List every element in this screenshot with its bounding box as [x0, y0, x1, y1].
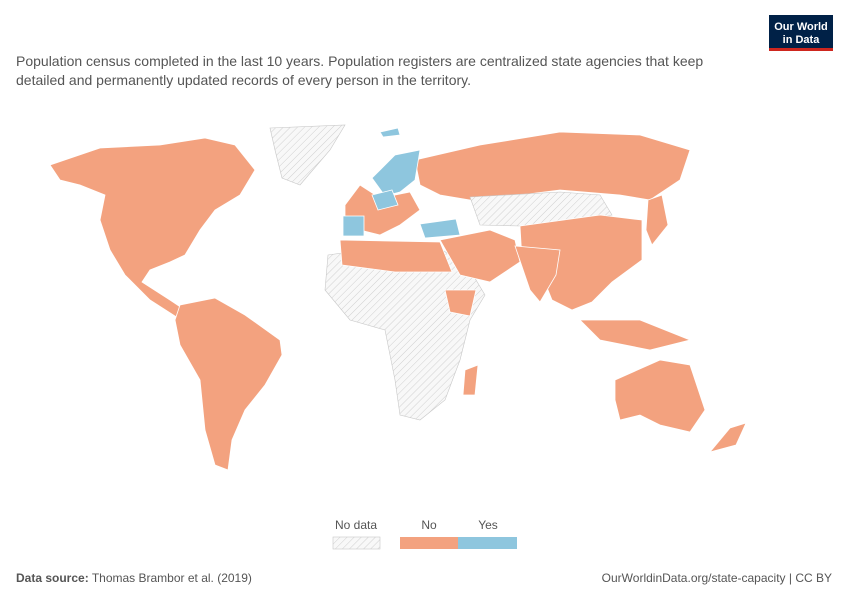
legend-swatch[interactable]: [458, 537, 517, 549]
country[interactable]: [614, 359, 706, 433]
country[interactable]: [645, 194, 669, 246]
legend-swatch[interactable]: [332, 536, 381, 550]
subtitle: Population census completed in the last …: [16, 53, 703, 69]
legend-swatch[interactable]: [400, 537, 458, 549]
country[interactable]: [462, 364, 479, 396]
country[interactable]: [339, 239, 453, 273]
country[interactable]: [49, 137, 256, 319]
legend-label: Yes: [478, 518, 498, 532]
legend: No data No Yes: [332, 518, 517, 550]
country[interactable]: [174, 297, 283, 471]
country[interactable]: [419, 218, 461, 239]
logo-underline: [769, 48, 833, 51]
country[interactable]: [514, 245, 561, 303]
country[interactable]: [414, 131, 691, 201]
footer-link[interactable]: OurWorldinData.org/state-capacity | CC B…: [602, 571, 832, 585]
country[interactable]: [269, 124, 346, 186]
country[interactable]: [379, 127, 401, 138]
footer-source: Data source: Thomas Brambor et al. (2019…: [16, 571, 252, 585]
country[interactable]: [342, 215, 365, 237]
map: [49, 124, 747, 471]
logo-text: in Data: [783, 34, 821, 46]
logo-box: [769, 15, 833, 48]
logo-text: Our World: [774, 21, 828, 33]
country[interactable]: [439, 229, 521, 283]
country[interactable]: [371, 189, 399, 211]
logo[interactable]: Our World in Data: [769, 15, 833, 51]
subtitle: detailed and permanently updated records…: [16, 72, 471, 88]
legend-label: No: [421, 518, 437, 532]
source-label: Data source:: [16, 571, 89, 585]
source: Thomas Brambor et al. (2019): [92, 571, 252, 585]
country[interactable]: [708, 422, 747, 453]
country[interactable]: [579, 319, 692, 351]
country[interactable]: [444, 289, 477, 317]
legend-label: No data: [335, 518, 377, 532]
